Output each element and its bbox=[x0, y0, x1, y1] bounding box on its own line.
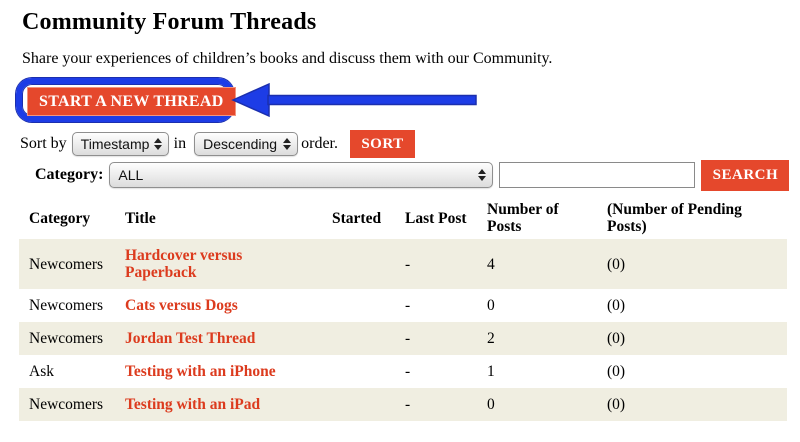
cell-last-post: - bbox=[405, 330, 411, 347]
table-row: Newcomers Hardcover versus Paperback - 4… bbox=[19, 239, 787, 289]
category-label: Category: bbox=[35, 166, 104, 183]
cell-pending: (0) bbox=[607, 297, 626, 314]
cell-category: Newcomers bbox=[29, 396, 104, 413]
thread-link[interactable]: Cats versus Dogs bbox=[125, 297, 238, 314]
cell-last-post: - bbox=[405, 363, 411, 380]
cell-title: Testing with an iPhone bbox=[115, 355, 322, 388]
cell-last-post: - bbox=[405, 396, 411, 413]
sort-direction-selected-value: Descending bbox=[203, 136, 278, 152]
cell-posts: 0 bbox=[487, 297, 495, 314]
page-subtitle: Share your experiences of children’s boo… bbox=[22, 50, 553, 67]
select-stepper-icon bbox=[474, 169, 492, 181]
table-row: Newcomers Cats versus Dogs - 0 (0) bbox=[19, 289, 787, 322]
header-category: Category bbox=[29, 209, 91, 227]
table-header-row: Category Title Started Last Post Number … bbox=[19, 197, 787, 239]
cell-title: Jordan Test Thread bbox=[115, 322, 322, 355]
select-stepper-icon bbox=[150, 138, 168, 150]
sort-by-selected-value: Timestamp bbox=[80, 136, 150, 152]
table-row: Newcomers Jordan Test Thread - 2 (0) bbox=[19, 322, 787, 355]
category-filter-row: Category: ALL SEARCH bbox=[20, 159, 800, 191]
thread-link[interactable]: Hardcover versus Paperback bbox=[125, 247, 243, 281]
cell-started bbox=[322, 388, 395, 421]
cell-category: Ask bbox=[29, 363, 54, 380]
cell-last-post: - bbox=[405, 297, 411, 314]
sort-by-select[interactable]: Timestamp bbox=[71, 132, 169, 156]
search-button[interactable]: SEARCH bbox=[701, 159, 790, 191]
cell-started bbox=[322, 322, 395, 355]
table-row: Newcomers Testing with an iPad - 0 (0) bbox=[19, 388, 787, 421]
cell-pending: (0) bbox=[607, 363, 626, 380]
sort-button[interactable]: SORT bbox=[350, 130, 415, 158]
cell-title: Cats versus Dogs bbox=[115, 289, 322, 322]
page-title: Community Forum Threads bbox=[22, 9, 317, 35]
start-new-thread-button[interactable]: START A NEW THREAD bbox=[27, 87, 236, 116]
category-selected-value: ALL bbox=[118, 167, 144, 183]
cell-posts: 1 bbox=[487, 363, 495, 380]
search-input[interactable] bbox=[499, 162, 696, 188]
cell-category: Newcomers bbox=[29, 330, 104, 347]
cell-posts: 4 bbox=[487, 255, 495, 273]
header-last-post: Last Post bbox=[405, 209, 467, 227]
threads-table: Category Title Started Last Post Number … bbox=[19, 197, 787, 421]
cell-category: Newcomers bbox=[29, 255, 104, 273]
table-row: Ask Testing with an iPhone - 1 (0) bbox=[19, 355, 787, 388]
thread-link[interactable]: Testing with an iPad bbox=[125, 396, 261, 413]
cell-started bbox=[322, 355, 395, 388]
header-started: Started bbox=[332, 209, 382, 227]
cell-started bbox=[322, 289, 395, 322]
sort-by-label: Sort by bbox=[20, 135, 67, 152]
sort-in-label: in bbox=[173, 135, 187, 152]
category-select[interactable]: ALL bbox=[109, 162, 494, 188]
hero-annotation-zone: START A NEW THREAD bbox=[0, 68, 800, 126]
forum-page: Community Forum Threads Share your exper… bbox=[0, 9, 800, 442]
header-title: Title bbox=[125, 209, 156, 227]
cell-posts: 2 bbox=[487, 330, 495, 347]
cell-pending: (0) bbox=[607, 330, 626, 347]
cell-pending: (0) bbox=[607, 396, 626, 413]
cell-category: Newcomers bbox=[29, 297, 104, 314]
cell-title: Hardcover versus Paperback bbox=[115, 239, 322, 289]
sort-order-label: order. bbox=[301, 135, 338, 152]
thread-link[interactable]: Testing with an iPhone bbox=[125, 363, 276, 380]
annotation-arrow-icon bbox=[231, 82, 477, 118]
sort-direction-select[interactable]: Descending bbox=[194, 132, 299, 156]
select-stepper-icon bbox=[279, 138, 297, 150]
cell-posts: 0 bbox=[487, 396, 495, 413]
header-pending-posts: (Number of Pending Posts) bbox=[607, 201, 742, 235]
cell-pending: (0) bbox=[607, 255, 626, 273]
header-number-of-posts: Number of Posts bbox=[487, 201, 559, 235]
cell-started bbox=[322, 239, 395, 289]
sort-controls-row: Sort by Timestamp in Descending order. S… bbox=[20, 130, 800, 158]
cell-last-post: - bbox=[405, 255, 411, 273]
cell-title: Testing with an iPad bbox=[115, 388, 322, 421]
thread-link[interactable]: Jordan Test Thread bbox=[125, 330, 256, 347]
